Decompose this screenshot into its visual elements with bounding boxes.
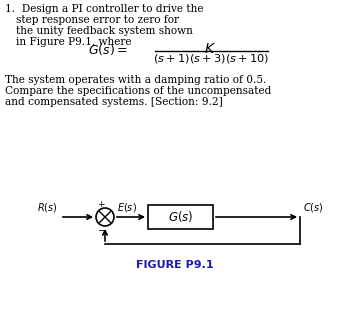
Text: The system operates with a damping ratio of 0.5.: The system operates with a damping ratio… (5, 75, 266, 85)
Text: $G(s) =$: $G(s) =$ (88, 42, 128, 57)
Text: $R(s)$: $R(s)$ (37, 201, 58, 214)
Text: Compare the specifications of the uncompensated: Compare the specifications of the uncomp… (5, 86, 271, 96)
Text: $(s+1)(s+3)(s+10)$: $(s+1)(s+3)(s+10)$ (153, 52, 269, 65)
Text: $E(s)$: $E(s)$ (117, 201, 137, 214)
Text: $G(s)$: $G(s)$ (168, 209, 193, 225)
Text: step response error to zero for: step response error to zero for (16, 15, 179, 25)
Text: 1.  Design a PI controller to drive the: 1. Design a PI controller to drive the (5, 4, 203, 14)
Text: FIGURE P9.1: FIGURE P9.1 (136, 260, 214, 270)
Bar (148, 205, 213, 229)
Text: $-$: $-$ (97, 224, 106, 234)
Text: and compensated systems. [Section: 9.2]: and compensated systems. [Section: 9.2] (5, 97, 223, 107)
Text: $C(s)$: $C(s)$ (303, 201, 324, 214)
Text: the unity feedback system shown: the unity feedback system shown (16, 26, 193, 36)
Text: $+$: $+$ (97, 199, 106, 209)
Text: in Figure P9.1, where: in Figure P9.1, where (16, 37, 132, 47)
Text: $K$: $K$ (204, 42, 216, 56)
